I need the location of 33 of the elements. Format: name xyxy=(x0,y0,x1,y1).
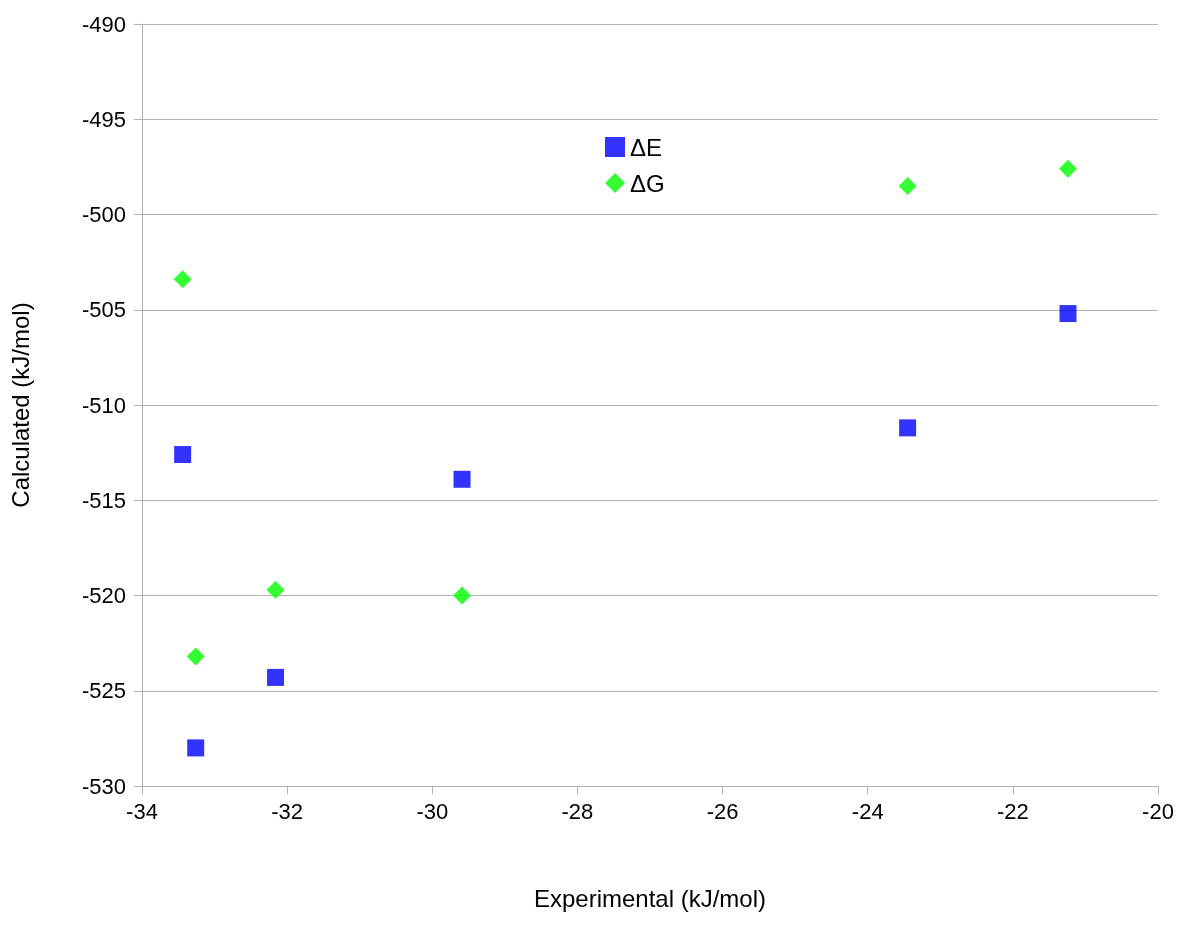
y-tick-label: -525 xyxy=(81,678,126,704)
x-tick-label: -32 xyxy=(271,798,304,824)
x-tick-label: -22 xyxy=(996,798,1029,824)
y-tick-label: -520 xyxy=(81,583,126,608)
legend-label: ΔE xyxy=(630,133,663,161)
y-tick-label: -505 xyxy=(81,297,126,323)
point xyxy=(173,270,192,289)
x-tick-label: -26 xyxy=(706,798,739,824)
point xyxy=(1059,305,1077,323)
x-tick-label: -20 xyxy=(1142,798,1174,824)
point xyxy=(186,647,205,666)
y-tick-label: -530 xyxy=(81,773,126,799)
y-axis-title: Calculated (kJ/mol) xyxy=(6,302,34,508)
x-tick-label: -34 xyxy=(126,798,158,824)
y-tick-label: -490 xyxy=(81,11,126,37)
point xyxy=(453,470,471,488)
point xyxy=(898,176,917,195)
y-tick-label: -515 xyxy=(81,487,126,513)
point xyxy=(187,739,205,757)
point xyxy=(453,586,472,605)
y-tick-label: -510 xyxy=(81,392,126,418)
legend-label: ΔG xyxy=(630,169,665,197)
point xyxy=(266,580,285,599)
point xyxy=(174,446,192,464)
y-tick-label: -500 xyxy=(81,202,126,227)
x-tick-label: -24 xyxy=(851,798,884,824)
point xyxy=(1059,159,1078,178)
point xyxy=(267,668,285,686)
x-axis-title: Experimental (kJ/mol) xyxy=(533,884,767,912)
x-tick-label: -30 xyxy=(416,798,449,824)
x-tick-label: -28 xyxy=(561,798,594,824)
point xyxy=(899,419,917,437)
y-tick-label: -495 xyxy=(81,106,126,132)
